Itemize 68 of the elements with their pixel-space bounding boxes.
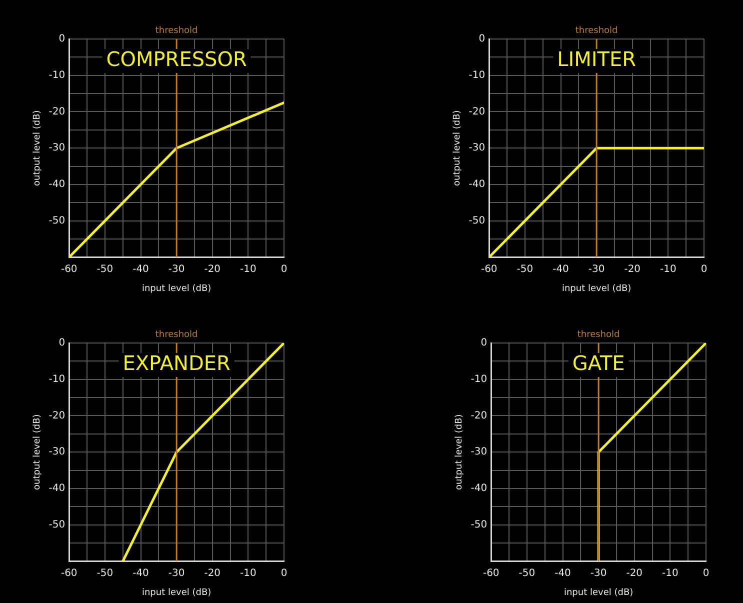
y-tick-label: -20: [48, 410, 66, 422]
x-tick-label: -50: [518, 568, 536, 579]
y-tick-label: -50: [48, 519, 66, 530]
x-tick-label: 0: [280, 568, 288, 579]
y-tick-label: 0: [58, 34, 66, 45]
text: LIMITER: [557, 47, 636, 72]
y-tick-label: -10: [470, 374, 488, 385]
y-tick-label: -20: [48, 106, 66, 118]
ref-line-label: threshold: [577, 330, 620, 340]
x-tick-label: -30: [168, 264, 185, 275]
x-tick-label: -10: [662, 568, 678, 579]
x-tick-label: -30: [590, 568, 607, 579]
x-axis-title: input level (dB): [142, 588, 212, 598]
x-tick-label: 0: [702, 568, 710, 579]
x-tick-label: -40: [132, 264, 149, 275]
x-tick-label: -20: [204, 568, 221, 579]
y-axis-title: output level (dB): [452, 110, 463, 186]
y-tick-label: 0: [58, 338, 66, 349]
y-axis-title: output level (dB): [32, 110, 43, 186]
x-tick-label: -20: [624, 264, 641, 275]
x-tick-label: -60: [482, 568, 500, 579]
ref-line-label: threshold: [155, 330, 198, 340]
x-tick-label: -10: [240, 264, 256, 275]
y-tick-label: -50: [468, 215, 486, 226]
x-tick-label: -10: [660, 264, 676, 275]
x-tick-label: -20: [204, 264, 221, 275]
text: COMPRESSOR: [106, 47, 247, 72]
text: GATE: [572, 351, 625, 376]
x-tick-label: -50: [96, 264, 114, 275]
x-tick-label: -60: [480, 264, 498, 275]
y-tick-label: -40: [470, 483, 488, 494]
y-tick-label: -40: [48, 483, 66, 494]
y-tick-label: 0: [478, 34, 486, 45]
y-tick-label: -30: [470, 446, 488, 458]
x-axis-title: input level (dB): [562, 284, 632, 294]
x-tick-label: -40: [554, 568, 571, 579]
x-tick-label: 0: [700, 264, 708, 275]
y-tick-label: -30: [468, 142, 486, 154]
y-tick-label: -30: [48, 446, 66, 458]
x-axis-title: input level (dB): [564, 588, 634, 598]
y-tick-label: -10: [48, 374, 66, 385]
x-tick-label: -30: [588, 264, 605, 275]
ref-line-label: threshold: [155, 26, 198, 36]
y-axis-title: output level (dB): [32, 414, 43, 490]
y-axis-title: output level (dB): [454, 414, 465, 490]
text: EXPANDER: [122, 351, 231, 376]
y-tick-label: -40: [468, 179, 486, 190]
x-tick-label: -40: [132, 568, 149, 579]
y-tick-label: -40: [48, 179, 66, 190]
x-tick-label: -40: [552, 264, 569, 275]
ref-line-label: threshold: [575, 26, 618, 36]
y-tick-label: -50: [470, 519, 488, 530]
x-axis-title: input level (dB): [142, 284, 212, 294]
x-tick-label: -50: [96, 568, 114, 579]
y-tick-label: -50: [48, 215, 66, 226]
y-tick-label: 0: [480, 338, 488, 349]
x-tick-label: -20: [626, 568, 643, 579]
x-tick-label: -60: [60, 264, 78, 275]
x-tick-label: 0: [280, 264, 288, 275]
x-tick-label: -50: [516, 264, 534, 275]
y-tick-label: -10: [468, 70, 486, 81]
x-tick-label: -30: [168, 568, 185, 579]
y-tick-label: -20: [468, 106, 486, 118]
y-tick-label: -20: [470, 410, 488, 422]
x-tick-label: -10: [240, 568, 256, 579]
x-tick-label: -60: [60, 568, 78, 579]
y-tick-label: -10: [48, 70, 66, 81]
y-tick-label: -30: [48, 142, 66, 154]
